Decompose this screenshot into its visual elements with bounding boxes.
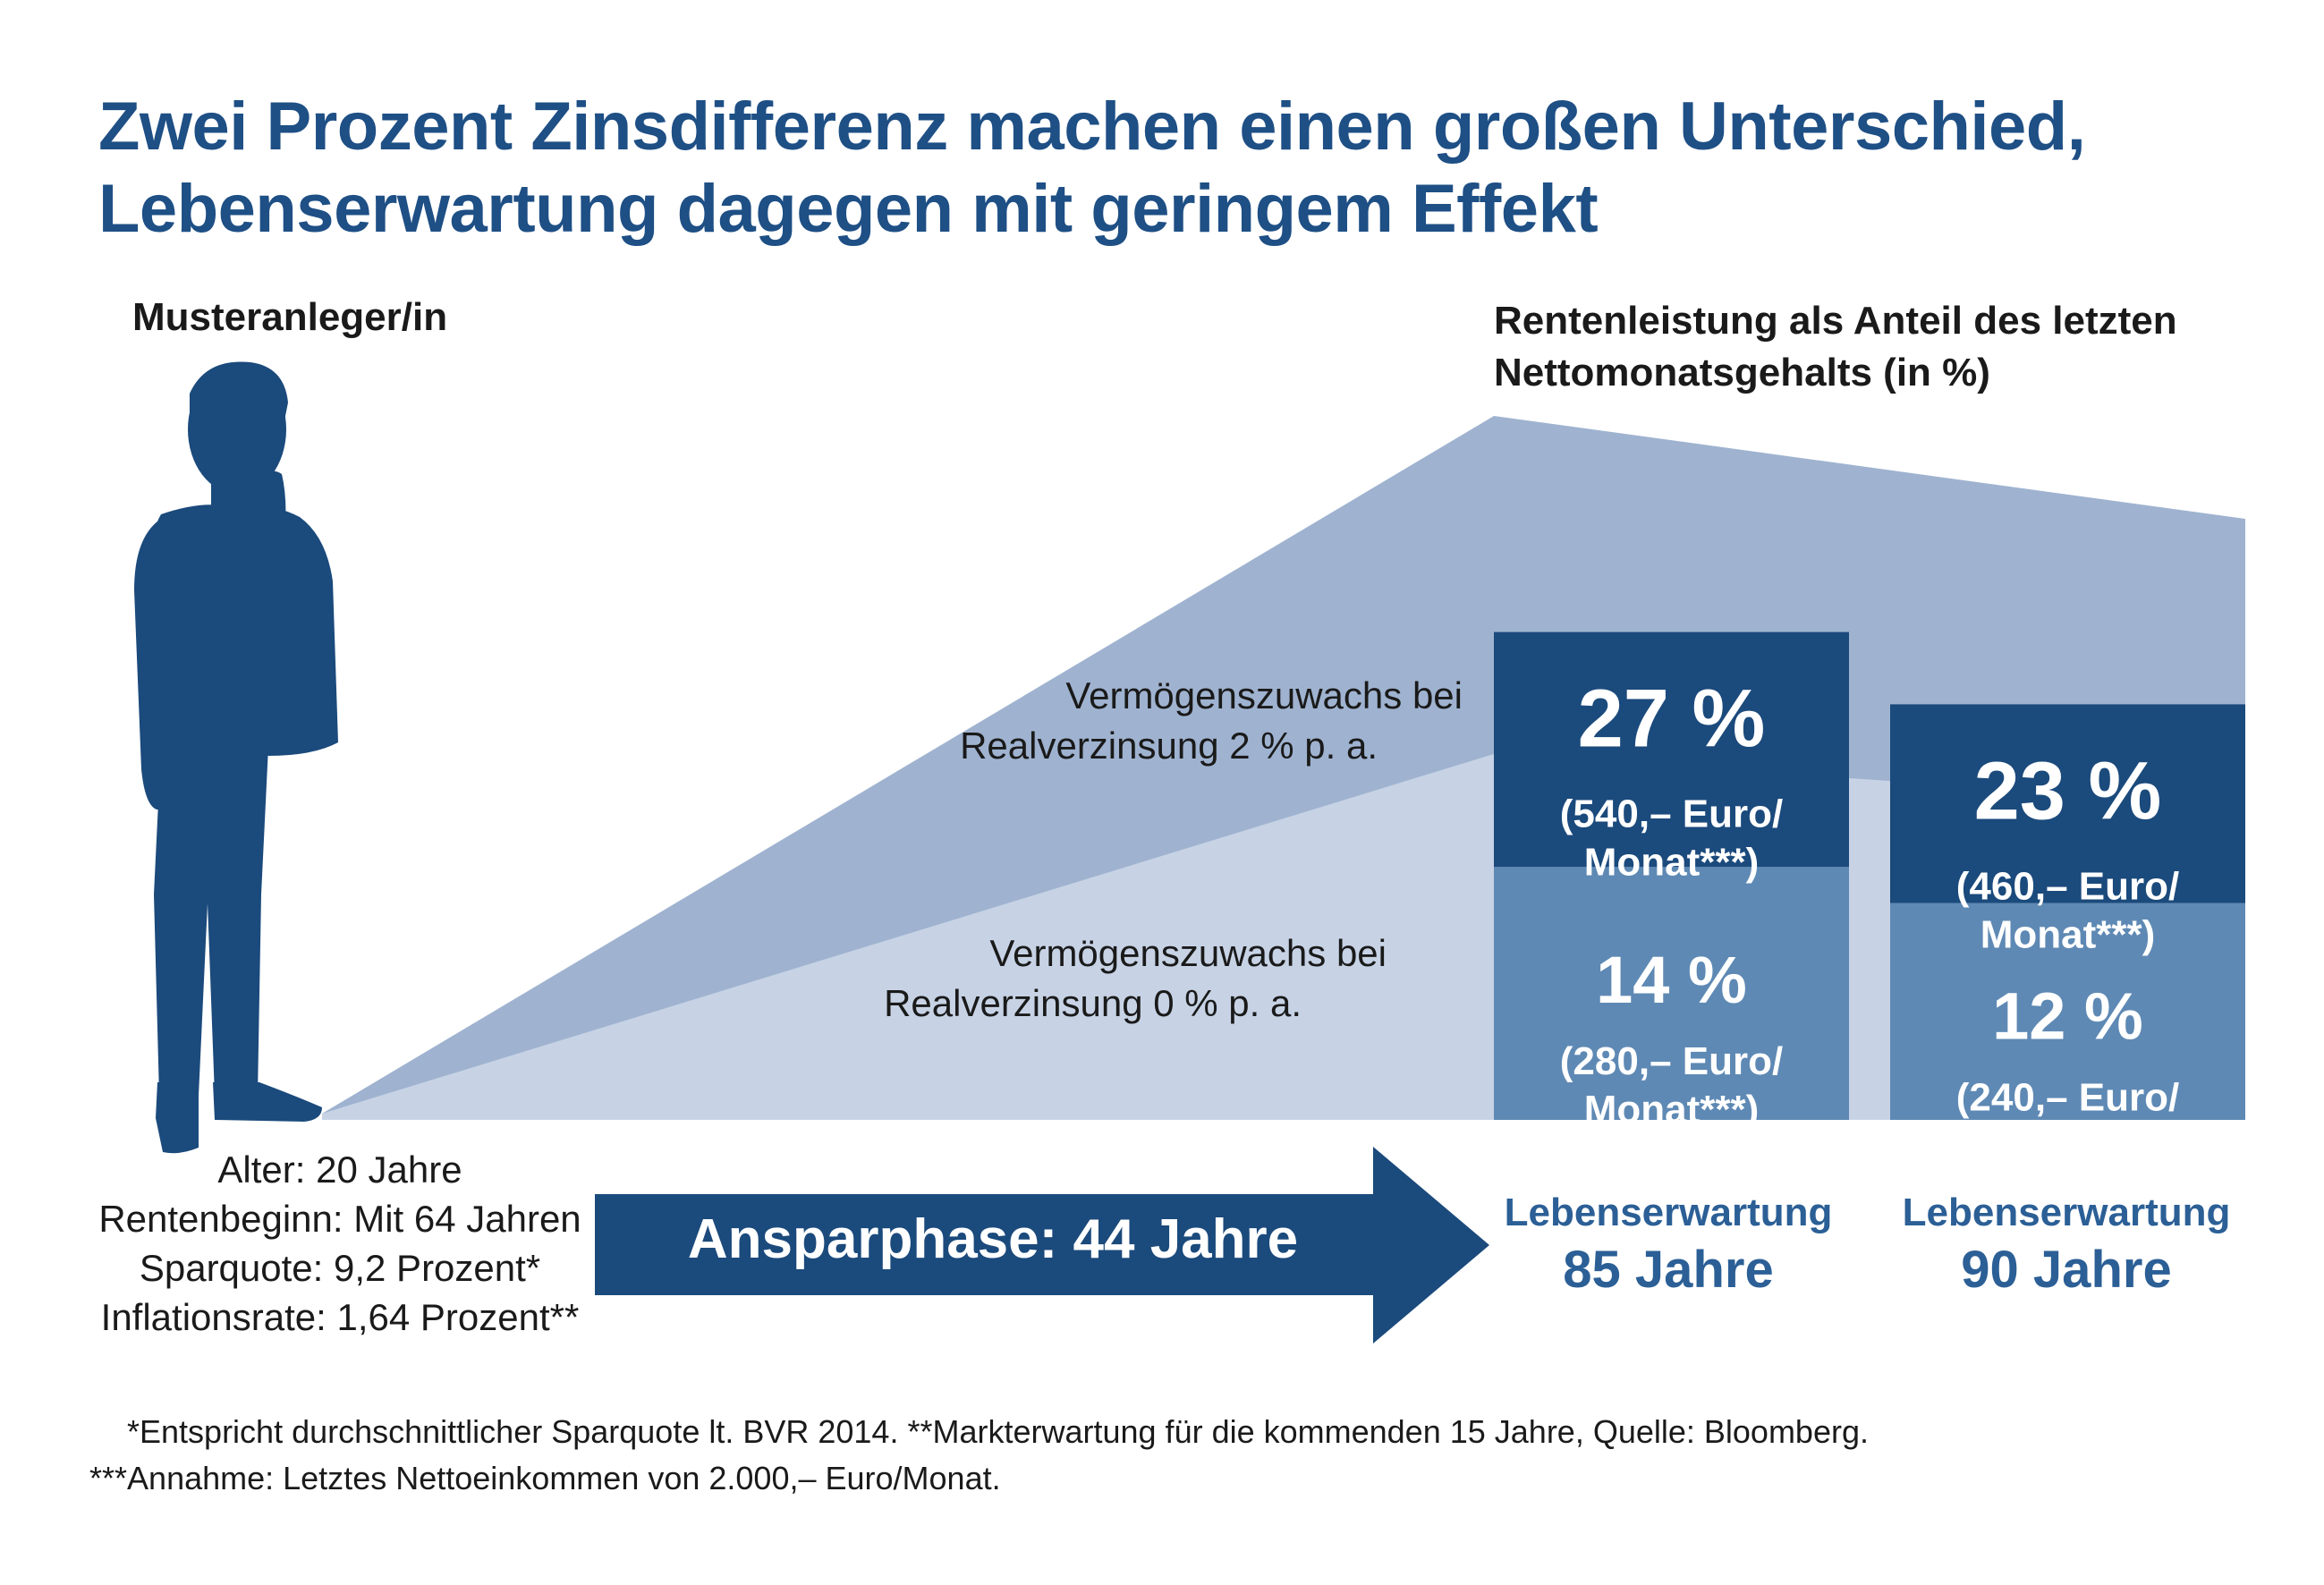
footnote-2: ***Annahme: Letztes Nettoeinkommen von 2… <box>89 1460 1001 1496</box>
euro-label-85-0pct-line1: (280,– Euro/ <box>1560 1039 1783 1083</box>
life-expectancy-90-value: 90 Jahre <box>1961 1241 2172 1299</box>
value-label-85-0pct: 14 % <box>1596 943 1747 1017</box>
band-label-2pct-line1: Vermögenszuwachs bei <box>1065 674 1463 716</box>
band-label-0pct-line2: Realverzinsung 0 % p. a. <box>884 982 1302 1024</box>
subject-label: Musteranleger/in <box>132 295 448 339</box>
band-label-2pct-line2: Realverzinsung 2 % p. a. <box>960 725 1378 767</box>
chart-heading-line-2: Nettomonatsgehalts (in %) <box>1494 351 1990 394</box>
band-label-0pct-line1: Vermögenszuwachs bei <box>989 932 1387 974</box>
euro-label-90-2pct-line1: (460,– Euro/ <box>1956 864 2179 908</box>
bar-85-realverzinsung-0pct <box>1494 867 1849 1120</box>
life-expectancy-85-label: Lebenserwartung <box>1504 1191 1833 1234</box>
title-line-2: Lebenserwartung dagegen mit geringem Eff… <box>98 171 1599 247</box>
euro-label-90-0pct-line1: (240,– Euro/ <box>1956 1076 2179 1120</box>
savings-phase-label: Ansparphase: 44 Jahre <box>687 1208 1299 1270</box>
chart-heading-line-1: Rentenleistung als Anteil des letzten <box>1494 299 2177 343</box>
euro-label-85-2pct-line2: Monat***) <box>1584 841 1760 885</box>
bar-90-realverzinsung-0pct <box>1890 903 2245 1120</box>
profile-inflation-rate: Inflationsrate: 1,64 Prozent** <box>100 1296 580 1338</box>
profile-retirement-start: Rentenbeginn: Mit 64 Jahren <box>98 1198 581 1240</box>
footnotes: *Entspricht durchschnittlicher Sparquote… <box>89 1409 1869 1502</box>
savings-phase-arrow <box>595 1147 1489 1343</box>
title-line-1: Zwei Prozent Zinsdifferenz machen einen … <box>98 89 2086 165</box>
euro-label-85-0pct-line2: Monat***) <box>1584 1088 1760 1132</box>
chart-heading: Rentenleistung als Anteil des letzten Ne… <box>1494 295 2263 399</box>
value-label-90-0pct: 12 % <box>1992 979 2143 1054</box>
bar-90-realverzinsung-2pct <box>1890 704 2245 903</box>
value-label-85-2pct: 27 % <box>1578 674 1766 765</box>
value-label-90-2pct: 23 % <box>1974 745 2162 836</box>
euro-label-85-2pct-line1: (540,– Euro/ <box>1560 792 1783 836</box>
euro-label-90-2pct-line2: Monat***) <box>1980 912 2156 956</box>
life-expectancy-85: Lebenserwartung 85 Jahre <box>1480 1188 1856 1302</box>
life-expectancy-85-value: 85 Jahre <box>1563 1241 1774 1299</box>
life-expectancy-90-label: Lebenserwartung <box>1902 1191 2231 1234</box>
investor-silhouette-icon <box>134 361 338 1154</box>
profile-age: Alter: 20 Jahre <box>217 1148 462 1191</box>
page-title: Zwei Prozent Zinsdifferenz machen einen … <box>98 86 2156 250</box>
investor-profile: Alter: 20 Jahre Rentenbeginn: Mit 64 Jah… <box>63 1145 617 1342</box>
euro-label-90-0pct-line2: Monat***) <box>1980 1124 2156 1168</box>
footnote-1: *Entspricht durchschnittlicher Sparquote… <box>127 1413 1869 1450</box>
bar-85-realverzinsung-2pct <box>1494 631 1849 868</box>
life-expectancy-90: Lebenserwartung 90 Jahre <box>1879 1188 2254 1302</box>
profile-savings-rate: Sparquote: 9,2 Prozent* <box>139 1247 541 1289</box>
